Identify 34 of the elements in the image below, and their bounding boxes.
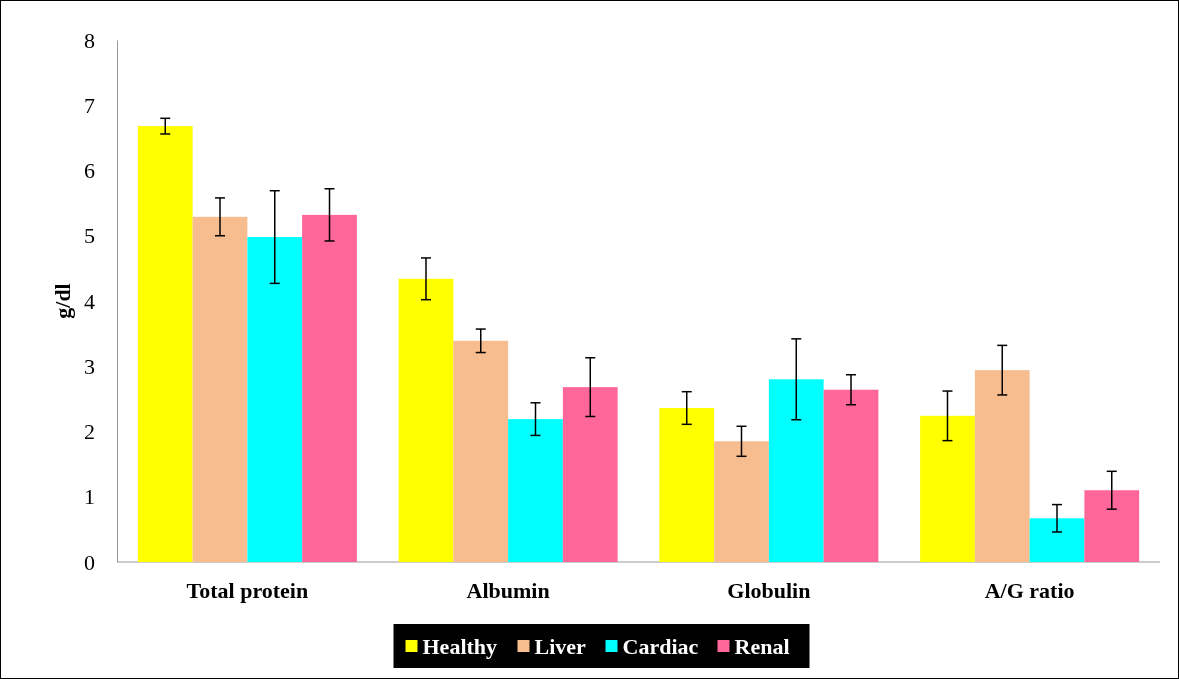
bar	[823, 389, 879, 562]
y-tick-label: 1	[84, 484, 95, 510]
bar	[453, 340, 509, 562]
legend-label: Cardiac	[622, 634, 699, 659]
x-tick-label: Globulin	[727, 577, 811, 603]
legend-label: Renal	[734, 634, 790, 659]
bar	[398, 278, 454, 562]
bar	[659, 408, 715, 562]
y-tick-label: 8	[84, 27, 95, 53]
y-tick-label: 3	[84, 353, 95, 379]
bar	[714, 441, 769, 562]
bar	[562, 387, 618, 562]
x-tick-label: Albumin	[466, 577, 550, 603]
y-tick-label: 5	[84, 223, 95, 249]
bar	[920, 415, 975, 562]
y-tick-label: 0	[84, 549, 95, 575]
bar	[1029, 518, 1085, 562]
y-axis-title: g/dl	[50, 283, 75, 319]
bar	[974, 370, 1030, 562]
bar	[137, 126, 193, 562]
bar	[247, 237, 303, 562]
y-tick-label: 4	[84, 288, 95, 314]
bar	[192, 216, 248, 562]
bar	[508, 419, 563, 562]
x-tick-label: A/G ratio	[984, 577, 1075, 603]
y-tick-label: 2	[84, 419, 95, 445]
y-tick-label: 6	[84, 158, 95, 184]
bar	[302, 214, 357, 562]
bar	[1084, 490, 1140, 562]
legend-label: Liver	[534, 634, 587, 659]
y-tick-label: 7	[84, 92, 95, 118]
legend-label: Healthy	[422, 634, 498, 659]
bar	[768, 379, 824, 562]
x-tick-label: Total protein	[186, 577, 309, 603]
